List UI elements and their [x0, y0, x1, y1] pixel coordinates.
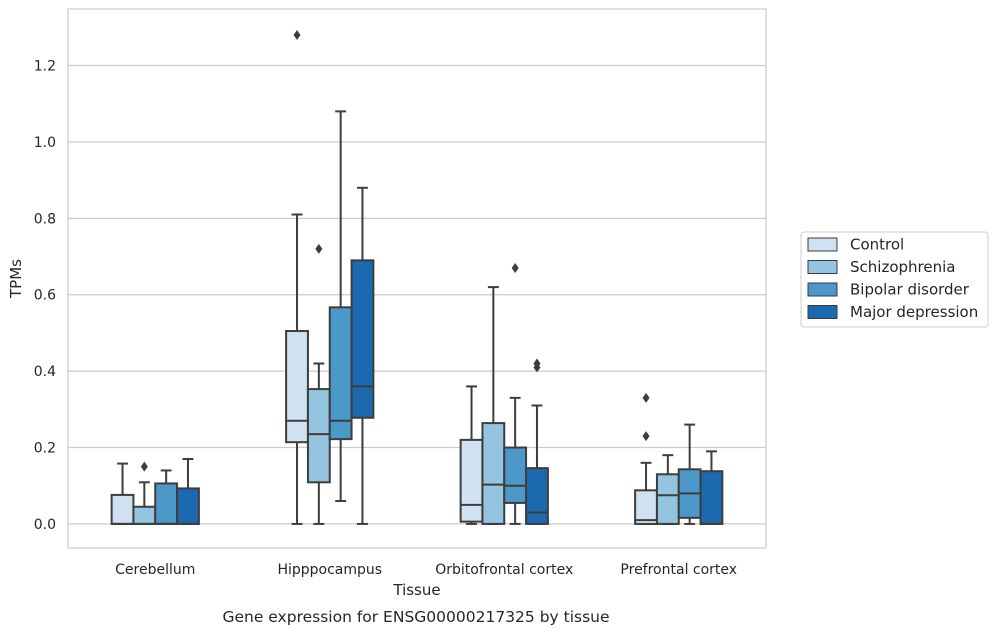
y-tick-label: 0.4 [34, 364, 56, 380]
box-plots [110, 29, 724, 525]
box-plot [176, 457, 200, 525]
box [132, 505, 157, 525]
box [655, 473, 680, 525]
legend-label: Bipolar disorder [850, 281, 970, 299]
y-tick-label: 0.2 [34, 441, 56, 457]
box [634, 489, 658, 525]
box [306, 388, 331, 484]
outlier-point [315, 243, 323, 254]
legend: Control Schizophrenia Bipolar disorder Majo… [800, 231, 989, 328]
box-plot [328, 110, 353, 503]
box-plot [285, 29, 309, 525]
box-plot [677, 423, 702, 525]
legend-label: Control [850, 236, 904, 254]
outlier-point [293, 29, 301, 40]
y-tick-label: 1.2 [34, 59, 56, 75]
box [154, 482, 179, 525]
box [176, 487, 200, 525]
plot-frame [67, 8, 767, 549]
x-tick-label: Cerebellum [115, 562, 195, 578]
legend-swatch [807, 282, 838, 297]
x-tick-labels: Cerebellum Hipppocampus Orbitofrontal cort… [115, 562, 737, 578]
y-tick-label: 0.6 [34, 288, 56, 304]
outlier-point [642, 392, 650, 403]
box-plot [459, 385, 484, 525]
grid-lines [68, 64, 766, 525]
legend-label: Schizophrenia [850, 258, 955, 276]
box-plot [634, 392, 658, 525]
y-axis-title: TPMs [7, 259, 25, 299]
box [525, 467, 549, 525]
legend-label: Major depression [850, 303, 978, 321]
box [699, 470, 724, 525]
box [110, 493, 135, 525]
box [285, 330, 309, 444]
box [350, 259, 375, 419]
outlier-point [533, 358, 541, 369]
legend-swatch [807, 305, 838, 319]
x-tick-label: Hipppocampus [277, 562, 382, 578]
outlier-point [140, 461, 148, 472]
box-plot [525, 358, 549, 525]
y-tick-labels: 0.0 0.2 0.4 0.6 0.8 1.0 1.2 [34, 59, 56, 533]
y-tick-label: 0.8 [34, 211, 56, 227]
box-plot [699, 450, 724, 525]
box [503, 446, 528, 504]
outlier-point [511, 262, 519, 273]
legend-swatch [807, 237, 838, 252]
box-plot [132, 461, 157, 525]
box [459, 438, 484, 523]
y-tick-label: 0.0 [34, 517, 56, 533]
box-plot [306, 243, 331, 525]
x-tick-label: Prefrontal cortex [620, 562, 737, 578]
box [328, 306, 353, 441]
y-tick-label: 1.0 [34, 135, 56, 151]
box-plot [110, 462, 135, 525]
box-plot [350, 186, 375, 525]
box-plot [154, 469, 179, 525]
box-plot [655, 454, 680, 525]
legend-frame [800, 231, 989, 328]
x-axis-title: Tissue [392, 581, 440, 599]
chart-caption: Gene expression for ENSG00000217325 by t… [222, 608, 609, 626]
legend-swatch [807, 260, 838, 274]
box-plot [481, 286, 506, 525]
box [481, 422, 506, 525]
outlier-point [642, 431, 650, 442]
x-tick-label: Orbitofrontal cortex [435, 562, 573, 578]
box-plot [503, 262, 528, 525]
